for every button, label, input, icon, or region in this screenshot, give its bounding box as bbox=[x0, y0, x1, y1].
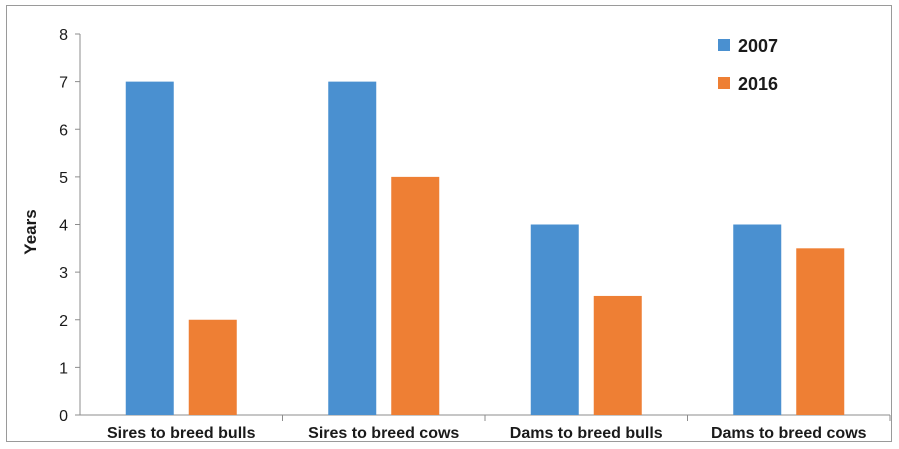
y-axis: 0 1 2 3 4 5 6 7 8 bbox=[59, 27, 81, 425]
y-tick-label: 2 bbox=[59, 313, 68, 330]
bar-2007 bbox=[328, 81, 377, 415]
y-tick-label: 3 bbox=[59, 265, 68, 282]
legend-swatch bbox=[718, 77, 730, 89]
y-tick-label: 5 bbox=[59, 170, 68, 187]
x-axis: Sires to breed bulls Sires to breed cows D… bbox=[80, 414, 891, 442]
bar-2016 bbox=[593, 295, 642, 415]
x-tick-label: Dams to breed bulls bbox=[510, 425, 663, 442]
y-tick-label: 6 bbox=[59, 122, 68, 139]
bars bbox=[125, 81, 845, 415]
legend-label: 2016 bbox=[738, 74, 778, 94]
bar-2016 bbox=[391, 176, 440, 415]
y-axis-label: Years bbox=[21, 209, 40, 254]
bar-2007 bbox=[733, 224, 782, 415]
bar-2007 bbox=[530, 224, 579, 415]
y-tick-label: 8 bbox=[59, 27, 68, 44]
legend-swatch bbox=[718, 39, 730, 51]
bar-2016 bbox=[188, 319, 237, 415]
x-tick-label: Sires to breed cows bbox=[308, 425, 459, 442]
x-tick-label: Sires to breed bulls bbox=[107, 425, 256, 442]
bar-2007 bbox=[125, 81, 174, 415]
legend-label: 2007 bbox=[738, 36, 778, 56]
y-tick-label: 7 bbox=[59, 75, 68, 92]
bar-2016 bbox=[796, 248, 845, 415]
legend: 2007 2016 bbox=[718, 36, 778, 94]
y-tick-label: 0 bbox=[59, 408, 68, 425]
y-tick-label: 4 bbox=[59, 218, 68, 235]
y-tick-label: 1 bbox=[59, 360, 68, 377]
x-tick-label: Dams to breed cows bbox=[711, 425, 867, 442]
